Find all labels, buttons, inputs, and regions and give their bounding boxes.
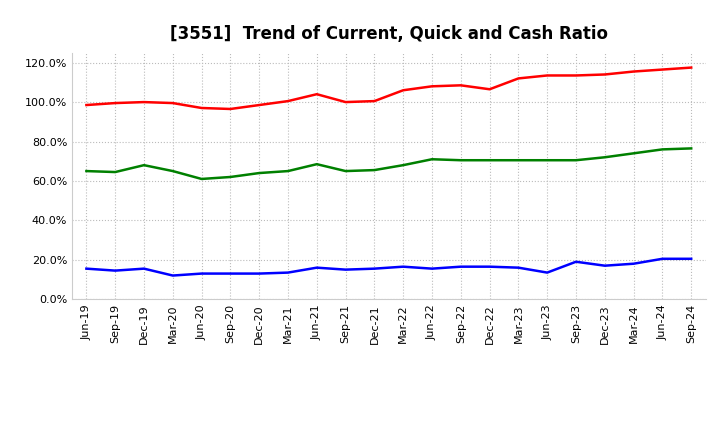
Cash Ratio — [543, 270, 552, 275]
Line: Quick Ratio: Quick Ratio — [86, 148, 691, 179]
Quick Ratio — [370, 168, 379, 173]
Cash Ratio — [456, 264, 465, 269]
Quick Ratio — [255, 170, 264, 176]
Quick Ratio — [111, 169, 120, 175]
Current Ratio — [658, 67, 667, 72]
Current Ratio — [370, 99, 379, 104]
Current Ratio — [197, 105, 206, 110]
Cash Ratio — [399, 264, 408, 269]
Current Ratio — [485, 87, 494, 92]
Cash Ratio — [284, 270, 292, 275]
Quick Ratio — [514, 158, 523, 163]
Cash Ratio — [255, 271, 264, 276]
Quick Ratio — [543, 158, 552, 163]
Current Ratio — [284, 99, 292, 104]
Line: Current Ratio: Current Ratio — [86, 68, 691, 109]
Cash Ratio — [82, 266, 91, 271]
Cash Ratio — [600, 263, 609, 268]
Current Ratio — [140, 99, 148, 105]
Current Ratio — [226, 106, 235, 112]
Quick Ratio — [687, 146, 696, 151]
Current Ratio — [514, 76, 523, 81]
Current Ratio — [543, 73, 552, 78]
Quick Ratio — [140, 162, 148, 168]
Quick Ratio — [284, 169, 292, 174]
Current Ratio — [456, 83, 465, 88]
Cash Ratio — [629, 261, 638, 266]
Quick Ratio — [600, 154, 609, 160]
Cash Ratio — [341, 267, 350, 272]
Title: [3551]  Trend of Current, Quick and Cash Ratio: [3551] Trend of Current, Quick and Cash … — [170, 25, 608, 43]
Cash Ratio — [168, 273, 177, 278]
Quick Ratio — [629, 150, 638, 156]
Current Ratio — [687, 65, 696, 70]
Current Ratio — [600, 72, 609, 77]
Quick Ratio — [572, 158, 580, 163]
Quick Ratio — [658, 147, 667, 152]
Quick Ratio — [197, 176, 206, 182]
Quick Ratio — [399, 162, 408, 168]
Current Ratio — [111, 100, 120, 106]
Current Ratio — [428, 84, 436, 89]
Cash Ratio — [514, 265, 523, 270]
Cash Ratio — [485, 264, 494, 269]
Quick Ratio — [456, 158, 465, 163]
Current Ratio — [341, 99, 350, 105]
Cash Ratio — [226, 271, 235, 276]
Current Ratio — [312, 92, 321, 97]
Current Ratio — [168, 100, 177, 106]
Cash Ratio — [687, 256, 696, 261]
Cash Ratio — [197, 271, 206, 276]
Quick Ratio — [428, 157, 436, 162]
Quick Ratio — [82, 169, 91, 174]
Current Ratio — [572, 73, 580, 78]
Line: Cash Ratio: Cash Ratio — [86, 259, 691, 275]
Quick Ratio — [341, 169, 350, 174]
Quick Ratio — [226, 174, 235, 180]
Cash Ratio — [140, 266, 148, 271]
Current Ratio — [255, 103, 264, 108]
Cash Ratio — [370, 266, 379, 271]
Current Ratio — [399, 88, 408, 93]
Quick Ratio — [485, 158, 494, 163]
Quick Ratio — [312, 161, 321, 167]
Current Ratio — [629, 69, 638, 74]
Cash Ratio — [111, 268, 120, 273]
Cash Ratio — [572, 259, 580, 264]
Current Ratio — [82, 103, 91, 108]
Cash Ratio — [428, 266, 436, 271]
Cash Ratio — [658, 256, 667, 261]
Cash Ratio — [312, 265, 321, 270]
Quick Ratio — [168, 169, 177, 174]
